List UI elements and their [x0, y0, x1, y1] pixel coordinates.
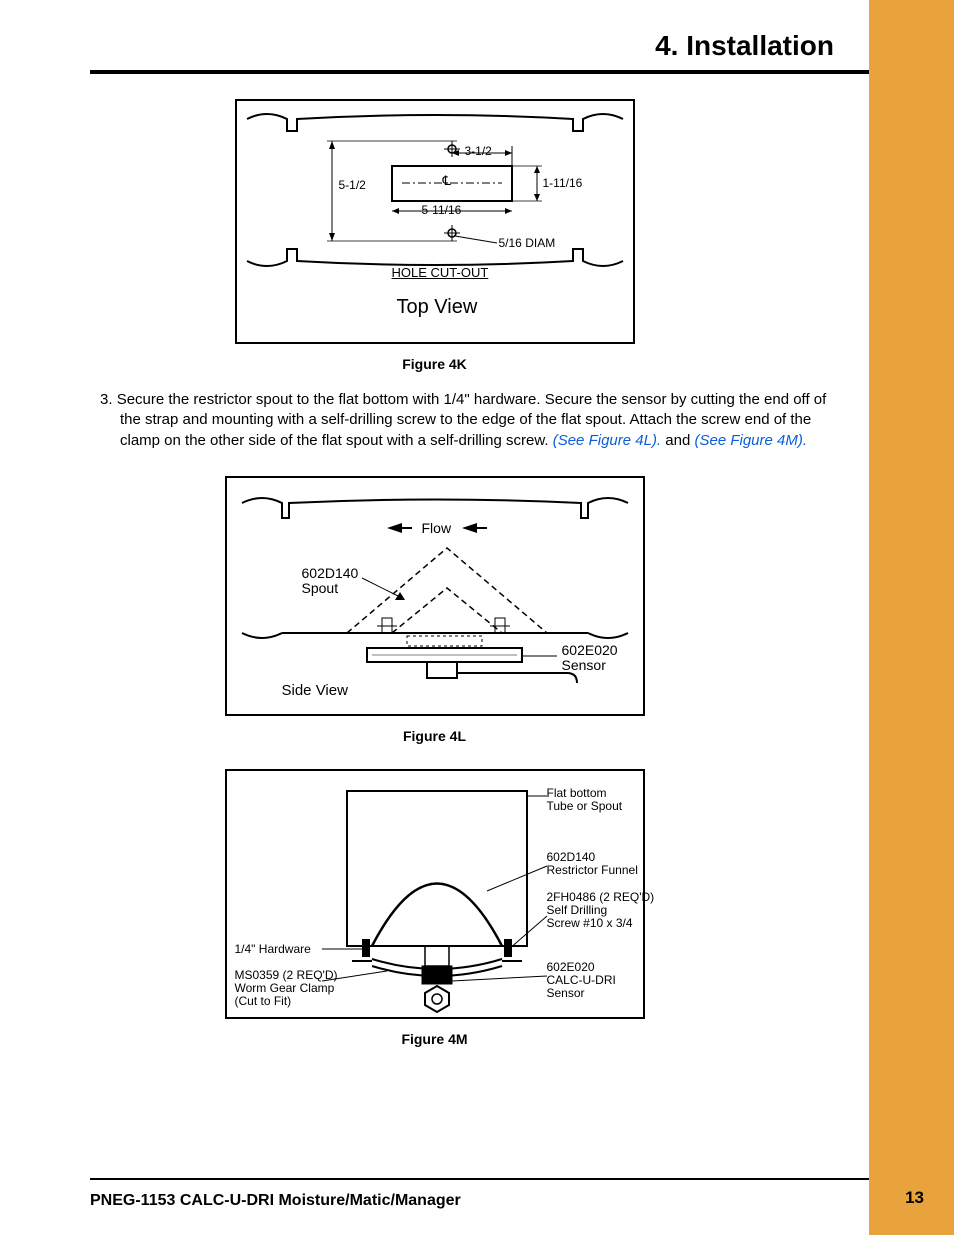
page-number: 13: [905, 1188, 924, 1208]
step-number: 3.: [100, 391, 113, 408]
header-rule: [90, 70, 869, 74]
spout-label: 602D140 Spout: [302, 566, 359, 597]
figure-4k-caption: Figure 4K: [0, 356, 869, 372]
flat-label: Flat bottom Tube or Spout: [547, 787, 623, 813]
figure-4l: Flow 602D140 Spout 602E020 Sensor Side V…: [225, 476, 645, 716]
flow-label: Flow: [422, 521, 452, 536]
step-and: and: [661, 432, 694, 449]
dim-label: 5-11/16: [422, 204, 462, 217]
hole-label: HOLE CUT-OUT: [392, 266, 489, 280]
link-figure-4m[interactable]: (See Figure 4M).: [694, 432, 807, 449]
link-figure-4l[interactable]: (See Figure 4L).: [553, 432, 661, 449]
sensor-label: 602E020 CALC-U-DRI Sensor: [547, 961, 616, 1001]
clamp-label: MS0359 (2 REQ'D) Worm Gear Clamp (Cut to…: [235, 969, 338, 1009]
figure-4m: Flat bottom Tube or Spout 602D140 Restri…: [225, 769, 645, 1019]
section-title: 4. Installation: [0, 30, 869, 62]
view-label: Side View: [282, 683, 348, 700]
screw-label: 2FH0486 (2 REQ'D) Self Drilling Screw #1…: [547, 891, 655, 931]
step-3-text: 3. Secure the restrictor spout to the fl…: [100, 390, 834, 451]
sidebar-accent: [869, 0, 954, 1235]
page-content: 4. Installation: [0, 0, 869, 1235]
figure-4k: 3-1/2 5-1/2 1-11/16 5-11/16 5/16 DIAM ℄ …: [235, 99, 635, 344]
sensor-label: 602E020 Sensor: [562, 643, 618, 674]
footer: PNEG-1153 CALC-U-DRI Moisture/Matic/Mana…: [0, 1178, 869, 1235]
figure-4l-caption: Figure 4L: [0, 728, 869, 744]
figure-4m-caption: Figure 4M: [0, 1031, 869, 1047]
funnel-label: 602D140 Restrictor Funnel: [547, 851, 638, 877]
dim-label: 1-11/16: [543, 177, 583, 190]
footer-doc-title: PNEG-1153 CALC-U-DRI Moisture/Matic/Mana…: [0, 1180, 869, 1235]
view-label: Top View: [397, 296, 478, 318]
hardware-label: 1/4" Hardware: [235, 943, 311, 956]
dim-label: 5/16 DIAM: [499, 237, 556, 250]
centerline-label: ℄: [443, 174, 451, 188]
dim-label: 3-1/2: [465, 145, 492, 158]
dim-label: 5-1/2: [339, 179, 366, 192]
